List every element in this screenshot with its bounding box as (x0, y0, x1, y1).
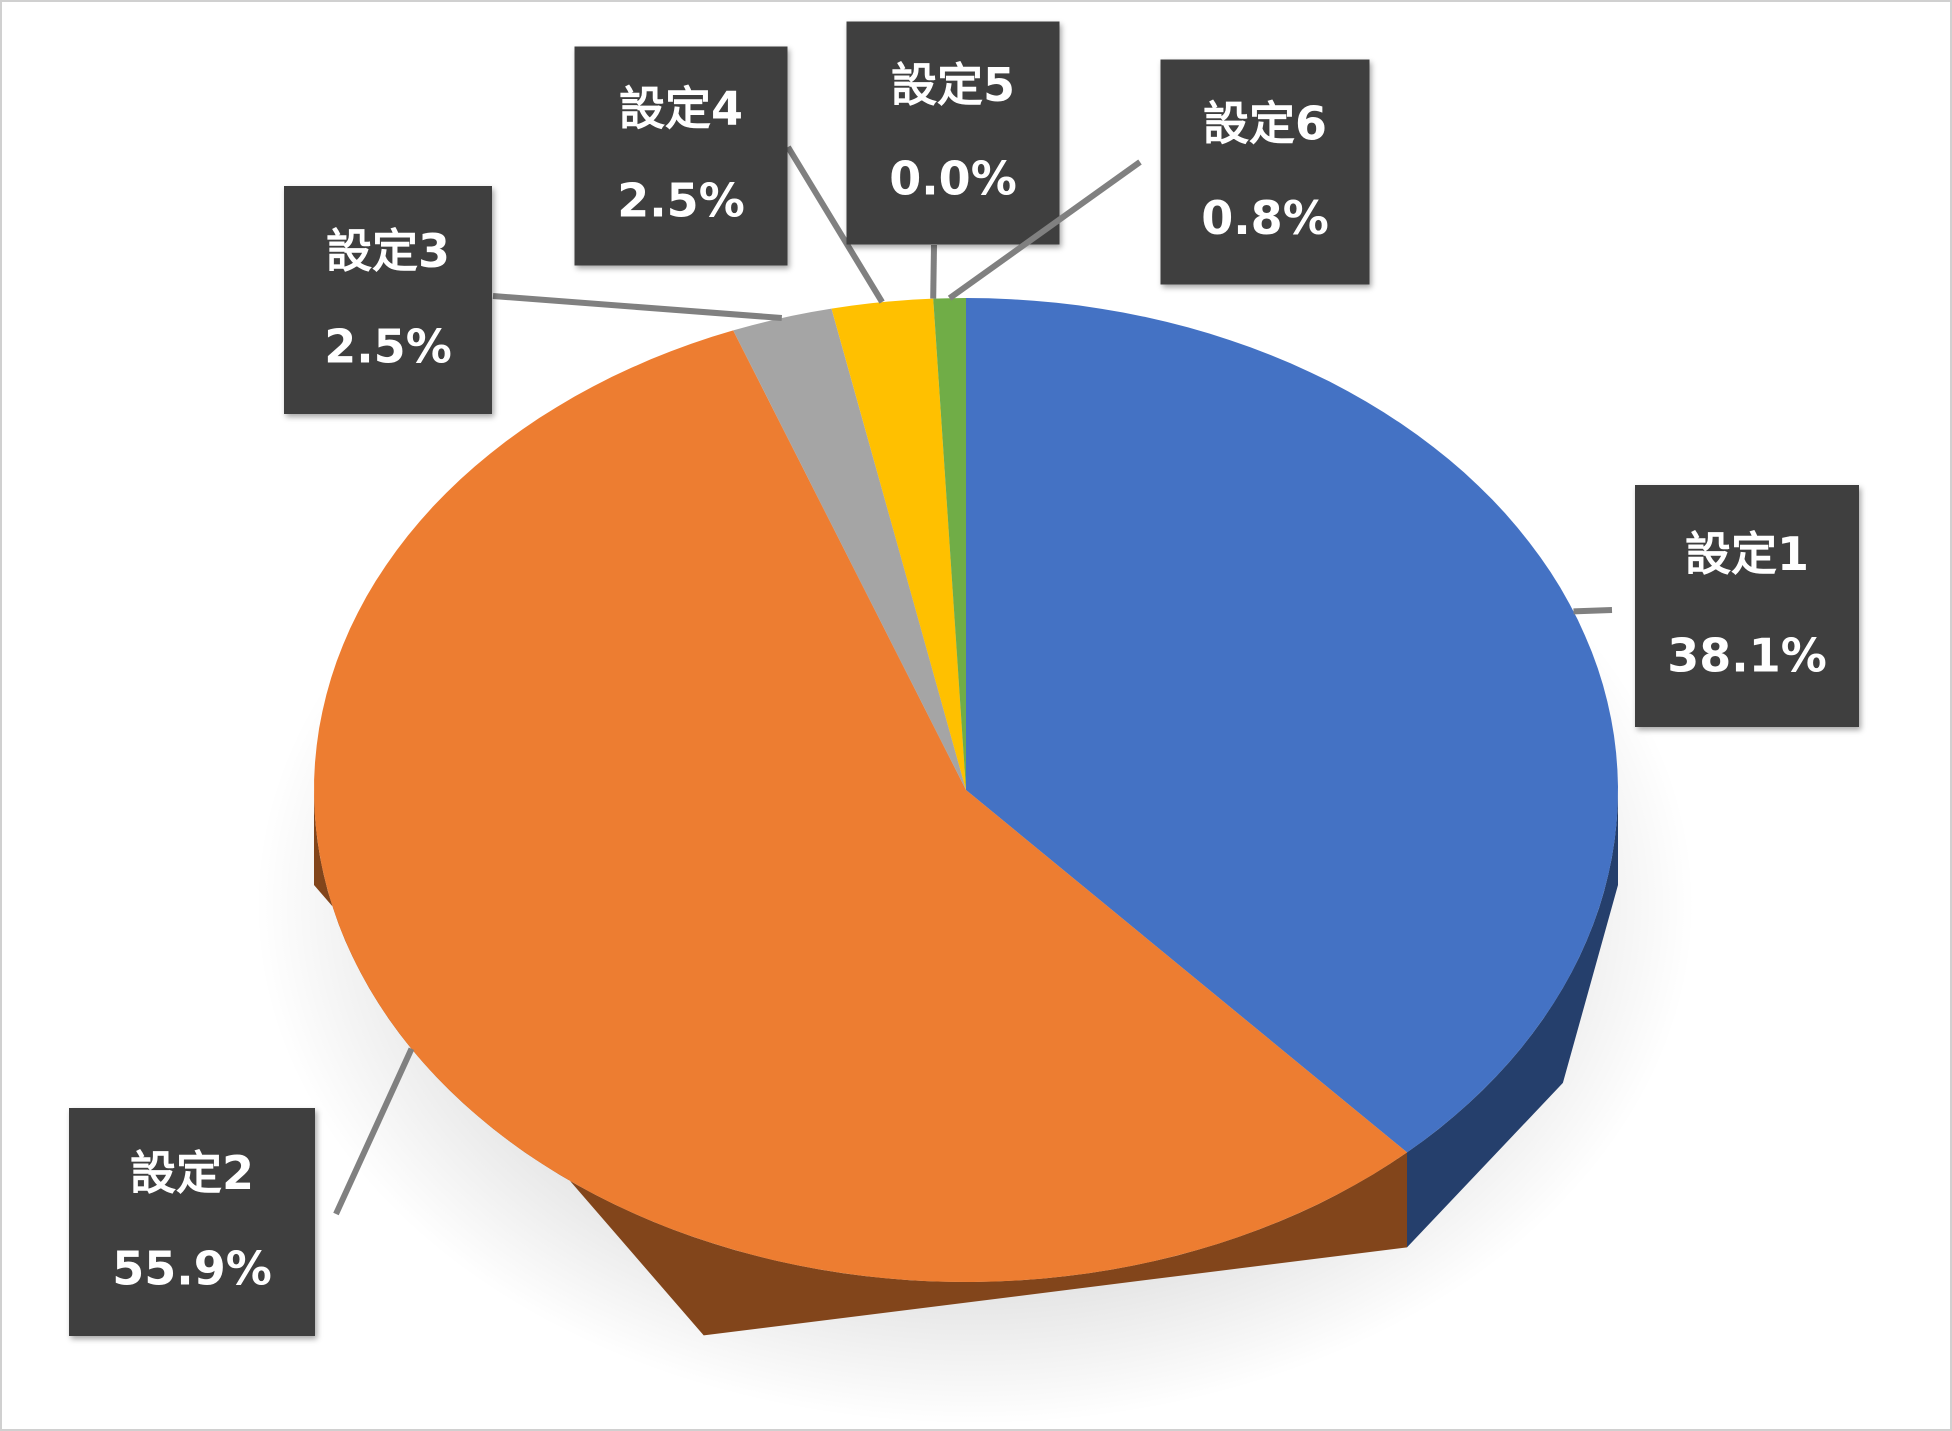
slice-side (1407, 790, 1618, 1248)
data-label-box (284, 186, 492, 414)
slice (314, 330, 1408, 1282)
data-label-value: 38.1% (1667, 629, 1827, 683)
leader-line (333, 1047, 415, 1216)
slice (933, 298, 966, 790)
data-label-category: 設定5 (891, 58, 1015, 112)
leader-line (1573, 607, 1613, 615)
data-label-box (69, 1108, 315, 1336)
data-label-value: 0.8% (1201, 191, 1329, 245)
leader-line (492, 293, 783, 321)
leader-line (785, 145, 885, 304)
slice (966, 298, 1618, 1153)
data-label-box (574, 46, 788, 266)
data-label-category: 設定3 (326, 224, 450, 278)
leader-line (930, 244, 937, 299)
data-label-value: 0.0% (889, 152, 1017, 206)
data-label-category: 設定1 (1685, 527, 1809, 581)
data-label-category: 設定6 (1203, 97, 1327, 151)
data-label-value: 2.5% (617, 174, 745, 228)
data-label-box (846, 21, 1060, 245)
data-label-category: 設定4 (619, 82, 743, 136)
slice (831, 298, 966, 790)
data-label-box (1635, 485, 1859, 727)
slice (733, 308, 966, 790)
data-label-category: 設定2 (130, 1146, 254, 1200)
slice-side (314, 790, 1407, 1336)
leader-line (947, 159, 1142, 301)
data-label-box (1160, 59, 1370, 285)
data-label-value: 2.5% (324, 320, 452, 374)
data-label-value: 55.9% (112, 1242, 272, 1296)
